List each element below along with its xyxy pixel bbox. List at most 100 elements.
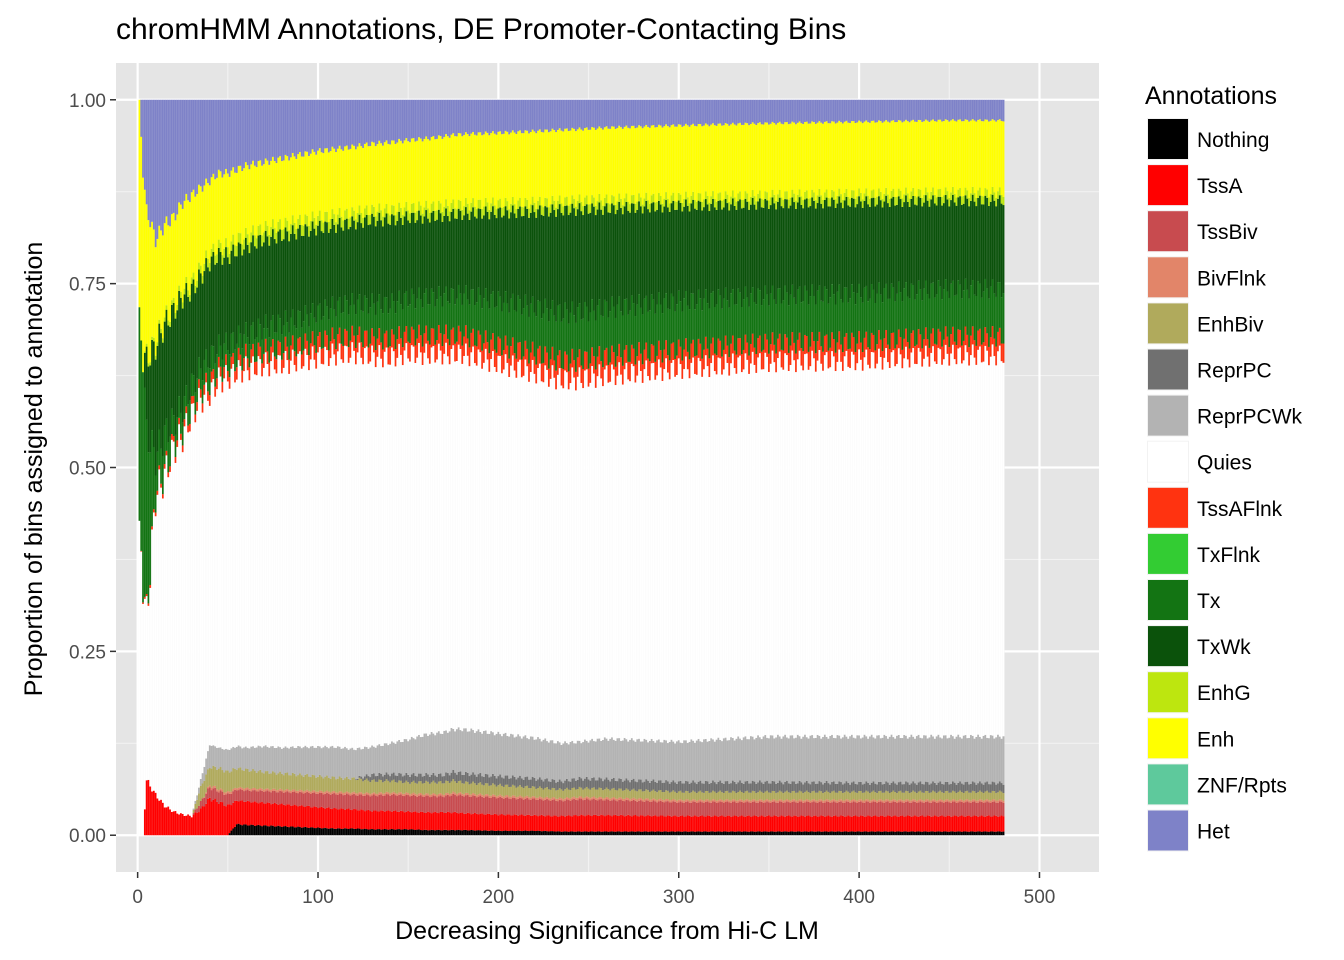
bar-205-segment	[506, 814, 509, 831]
bar-33-segment	[196, 795, 199, 800]
bar-251-segment	[589, 312, 592, 364]
bar-234-segment	[558, 368, 561, 743]
bar-251-segment	[589, 212, 592, 313]
bar-102-segment	[320, 792, 323, 807]
bar-161-segment	[427, 735, 430, 775]
bar-221-segment	[535, 780, 538, 789]
bar-319-segment	[712, 780, 715, 791]
bar-13-segment	[160, 99, 163, 231]
bar-84-segment	[288, 792, 291, 805]
bar-23-segment	[178, 202, 181, 286]
bar-311-segment	[697, 802, 700, 817]
bar-114-segment	[342, 312, 345, 346]
bar-41-segment	[210, 345, 213, 372]
bar-281-segment	[643, 801, 646, 817]
bar-24-segment	[180, 412, 183, 434]
bar-287-segment	[654, 781, 657, 792]
bar-174-segment	[450, 211, 453, 289]
bar-95-segment	[308, 748, 311, 777]
bar-17-segment	[167, 806, 170, 836]
bar-156-segment	[418, 829, 421, 836]
bar-12-segment	[158, 469, 161, 801]
bar-164-segment	[432, 99, 435, 137]
bar-199-segment	[495, 778, 498, 787]
bar-181-segment	[463, 293, 466, 337]
bar-311-segment	[697, 791, 700, 800]
bar-80-segment	[281, 240, 284, 335]
bar-234-segment	[558, 195, 561, 205]
bar-270	[623, 99, 626, 836]
bar-274-segment	[630, 789, 634, 799]
bar-178-segment	[457, 771, 460, 782]
bar-149-segment	[405, 794, 408, 812]
bar-12-segment	[158, 319, 161, 324]
bar-205-segment	[506, 797, 509, 815]
bar-290-segment	[659, 367, 662, 743]
bar-97-segment	[311, 807, 314, 828]
bar-254-segment	[594, 369, 597, 388]
bar-103-segment	[322, 153, 325, 223]
bar-229-segment	[549, 212, 552, 310]
bar-306-segment	[688, 815, 691, 832]
bar-136-segment	[382, 793, 385, 796]
bar-195-segment	[488, 797, 491, 814]
bar-46-segment	[219, 801, 222, 836]
bar-22-segment	[176, 214, 179, 305]
bar-53-segment	[232, 99, 235, 168]
bar-48-segment	[223, 378, 226, 750]
bar-167-segment	[437, 781, 441, 794]
bar-152-segment	[410, 212, 414, 289]
bar-59-segment	[243, 99, 246, 169]
bar-138-segment	[385, 743, 388, 773]
bar-118-segment	[349, 828, 352, 836]
bar-61-segment	[246, 747, 249, 769]
bar-195-segment	[488, 308, 491, 354]
bar-266-segment	[616, 375, 619, 739]
bar-94-segment	[306, 151, 309, 216]
bar-177-segment	[455, 218, 459, 299]
bar-165-segment	[434, 796, 437, 812]
bar-226-segment	[544, 365, 547, 739]
bar-64-segment	[252, 343, 255, 357]
bar-52-segment	[230, 748, 233, 772]
bar-153-segment	[412, 294, 415, 330]
bar-66-segment	[255, 747, 258, 773]
bar-216-segment	[526, 738, 529, 777]
bar-43-segment	[214, 766, 217, 786]
bar-41-segment	[210, 371, 213, 383]
bar-13	[160, 99, 163, 836]
bar-150-segment	[407, 792, 410, 796]
bar-299-segment	[676, 783, 679, 793]
bar-281-segment	[643, 198, 646, 207]
bar-16-segment	[165, 216, 168, 306]
bar-201-segment	[499, 830, 502, 836]
bar-155-segment	[416, 220, 419, 299]
bar-279-segment	[639, 307, 643, 354]
bar-39-segment	[207, 751, 210, 770]
bar-240-segment	[569, 99, 572, 131]
bar-74-segment	[270, 361, 273, 747]
bar-154-segment	[414, 308, 417, 346]
bar-166-segment	[436, 795, 439, 798]
bar-276-segment	[634, 382, 637, 742]
bar-71-segment	[264, 745, 267, 772]
bar-85-segment	[290, 157, 293, 225]
bar-73-segment	[268, 791, 271, 803]
bar-146-segment	[400, 780, 403, 793]
bar-89-segment	[297, 826, 300, 836]
bar-173-segment	[448, 775, 451, 783]
bar-32-segment	[194, 812, 197, 836]
bar-149-segment	[405, 343, 408, 740]
bar-243-segment	[575, 215, 578, 323]
bar-286-segment	[652, 789, 655, 799]
bar-231-segment	[553, 815, 556, 832]
bar-174-segment	[450, 728, 453, 773]
bar-180-segment	[461, 731, 464, 775]
bar-180-segment	[461, 783, 464, 794]
bar-316-segment	[706, 781, 709, 791]
bar-78-segment	[277, 314, 280, 341]
bar-54-segment	[234, 245, 237, 257]
bar-50-segment	[226, 173, 230, 248]
bar-228-segment	[547, 207, 551, 217]
bar-38-segment	[205, 774, 208, 793]
